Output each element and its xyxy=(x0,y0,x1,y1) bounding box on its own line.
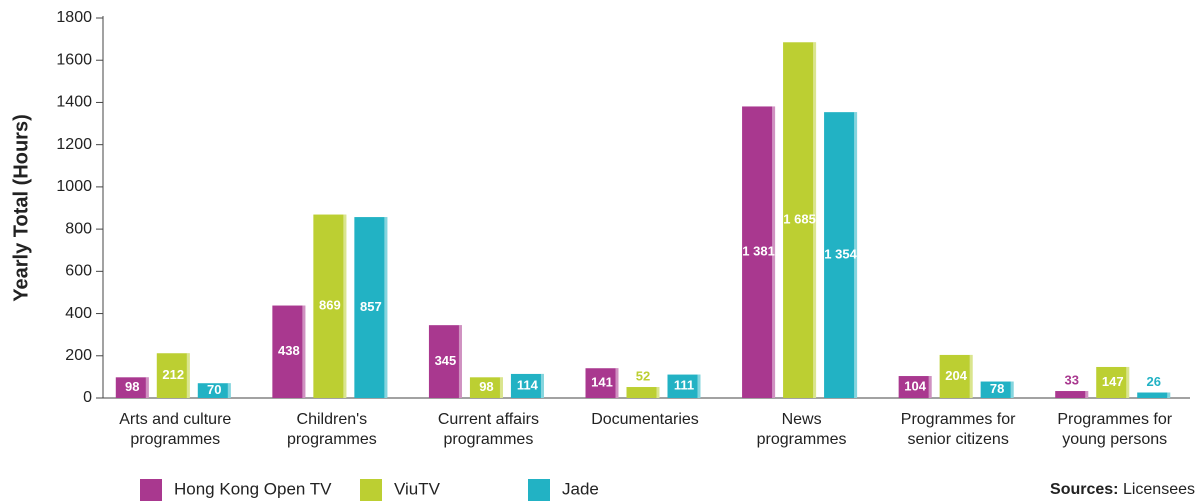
bar-highlight xyxy=(186,353,190,398)
value-label: 52 xyxy=(636,368,650,383)
sources-text: Licensees xyxy=(1123,481,1195,498)
bar-highlight xyxy=(813,42,817,399)
bar xyxy=(824,112,858,399)
bar-highlight xyxy=(540,373,544,398)
x-tick-label: Programmes for xyxy=(1057,411,1172,428)
y-tick-label: 1800 xyxy=(56,9,92,26)
x-tick-label: Documentaries xyxy=(591,411,699,428)
value-label: 1 685 xyxy=(783,212,816,227)
bar-highlight xyxy=(1010,381,1014,398)
legend-label: ViuTV xyxy=(394,479,441,498)
y-tick-label: 1200 xyxy=(56,136,92,153)
legend-label: Hong Kong Open TV xyxy=(174,479,332,498)
value-label: 857 xyxy=(360,299,382,314)
bar-highlight xyxy=(458,325,462,398)
bar-highlight xyxy=(656,387,660,398)
bar xyxy=(510,373,544,398)
x-tick-label: programmes xyxy=(444,431,534,448)
value-label: 111 xyxy=(674,378,694,393)
bar-highlight xyxy=(1126,366,1130,398)
bar-highlight xyxy=(384,217,388,398)
bar-highlight xyxy=(227,383,231,398)
legend-label: Jade xyxy=(562,479,599,498)
bar xyxy=(585,368,619,398)
y-tick-label: 1000 xyxy=(56,178,92,195)
bar-highlight xyxy=(499,377,503,398)
bar xyxy=(742,106,776,398)
x-tick-label: Children's xyxy=(297,411,368,428)
bar-highlight xyxy=(343,214,347,398)
bar xyxy=(1096,366,1130,398)
sources: Sources: Licensees xyxy=(1050,481,1195,498)
x-tick-label: Programmes for xyxy=(901,411,1016,428)
x-tick-label: young persons xyxy=(1062,431,1167,448)
sources-label: Sources: xyxy=(1050,481,1118,498)
y-axis-label: Yearly Total (Hours) xyxy=(10,114,32,301)
bar xyxy=(197,383,231,398)
legend-swatch xyxy=(528,479,550,501)
legend-swatch xyxy=(140,479,162,501)
y-tick-label: 400 xyxy=(65,305,92,322)
value-label: 104 xyxy=(904,378,926,393)
value-label: 98 xyxy=(479,379,493,394)
value-label: 70 xyxy=(207,382,221,397)
bar-highlight xyxy=(145,377,149,398)
value-label: 869 xyxy=(319,298,341,313)
bar-highlight xyxy=(1085,391,1089,398)
value-label: 1 381 xyxy=(742,244,775,259)
value-label: 98 xyxy=(125,379,139,394)
bar xyxy=(783,42,817,399)
legend-swatch xyxy=(360,479,382,501)
bar xyxy=(626,387,660,398)
y-tick-label: 200 xyxy=(65,347,92,364)
value-label: 204 xyxy=(945,368,967,383)
y-tick-label: 1600 xyxy=(56,51,92,68)
value-label: 212 xyxy=(162,367,184,382)
bar-highlight xyxy=(302,305,306,398)
bar xyxy=(313,214,347,398)
value-label: 438 xyxy=(278,343,300,358)
value-label: 114 xyxy=(517,377,539,392)
bar xyxy=(667,374,701,398)
value-label: 345 xyxy=(435,353,457,368)
bar-highlight xyxy=(615,368,619,398)
y-tick-label: 0 xyxy=(83,389,92,406)
value-label: 141 xyxy=(591,375,613,390)
bar-highlight xyxy=(928,376,932,398)
bar-highlight xyxy=(854,112,858,399)
bar-highlight xyxy=(697,374,701,398)
x-tick-label: programmes xyxy=(130,431,220,448)
bar-highlight xyxy=(772,106,776,398)
x-tick-label: Arts and culture xyxy=(119,411,231,428)
bar xyxy=(156,353,190,398)
x-tick-label: Current affairs xyxy=(438,411,539,428)
y-tick-label: 600 xyxy=(65,263,92,280)
bar-highlight xyxy=(969,354,973,398)
bar-highlight xyxy=(1167,392,1171,398)
bar xyxy=(272,305,306,398)
x-tick-label: programmes xyxy=(287,431,377,448)
x-tick-label: News xyxy=(782,411,822,428)
value-label: 1 354 xyxy=(824,247,857,262)
bar xyxy=(1137,392,1171,398)
bar xyxy=(898,376,932,398)
bar xyxy=(354,217,388,398)
bar xyxy=(980,381,1014,398)
y-tick-label: 800 xyxy=(65,220,92,237)
bar xyxy=(1055,391,1089,398)
value-label: 33 xyxy=(1064,372,1078,387)
value-label: 78 xyxy=(990,381,1004,396)
x-tick-label: senior citizens xyxy=(907,431,1008,448)
value-label: 26 xyxy=(1146,374,1160,389)
bar xyxy=(469,377,503,398)
bar xyxy=(115,377,149,398)
bar xyxy=(428,325,462,398)
value-label: 147 xyxy=(1102,374,1124,389)
y-tick-label: 1400 xyxy=(56,94,92,111)
x-tick-label: programmes xyxy=(757,431,847,448)
bar xyxy=(939,354,973,398)
